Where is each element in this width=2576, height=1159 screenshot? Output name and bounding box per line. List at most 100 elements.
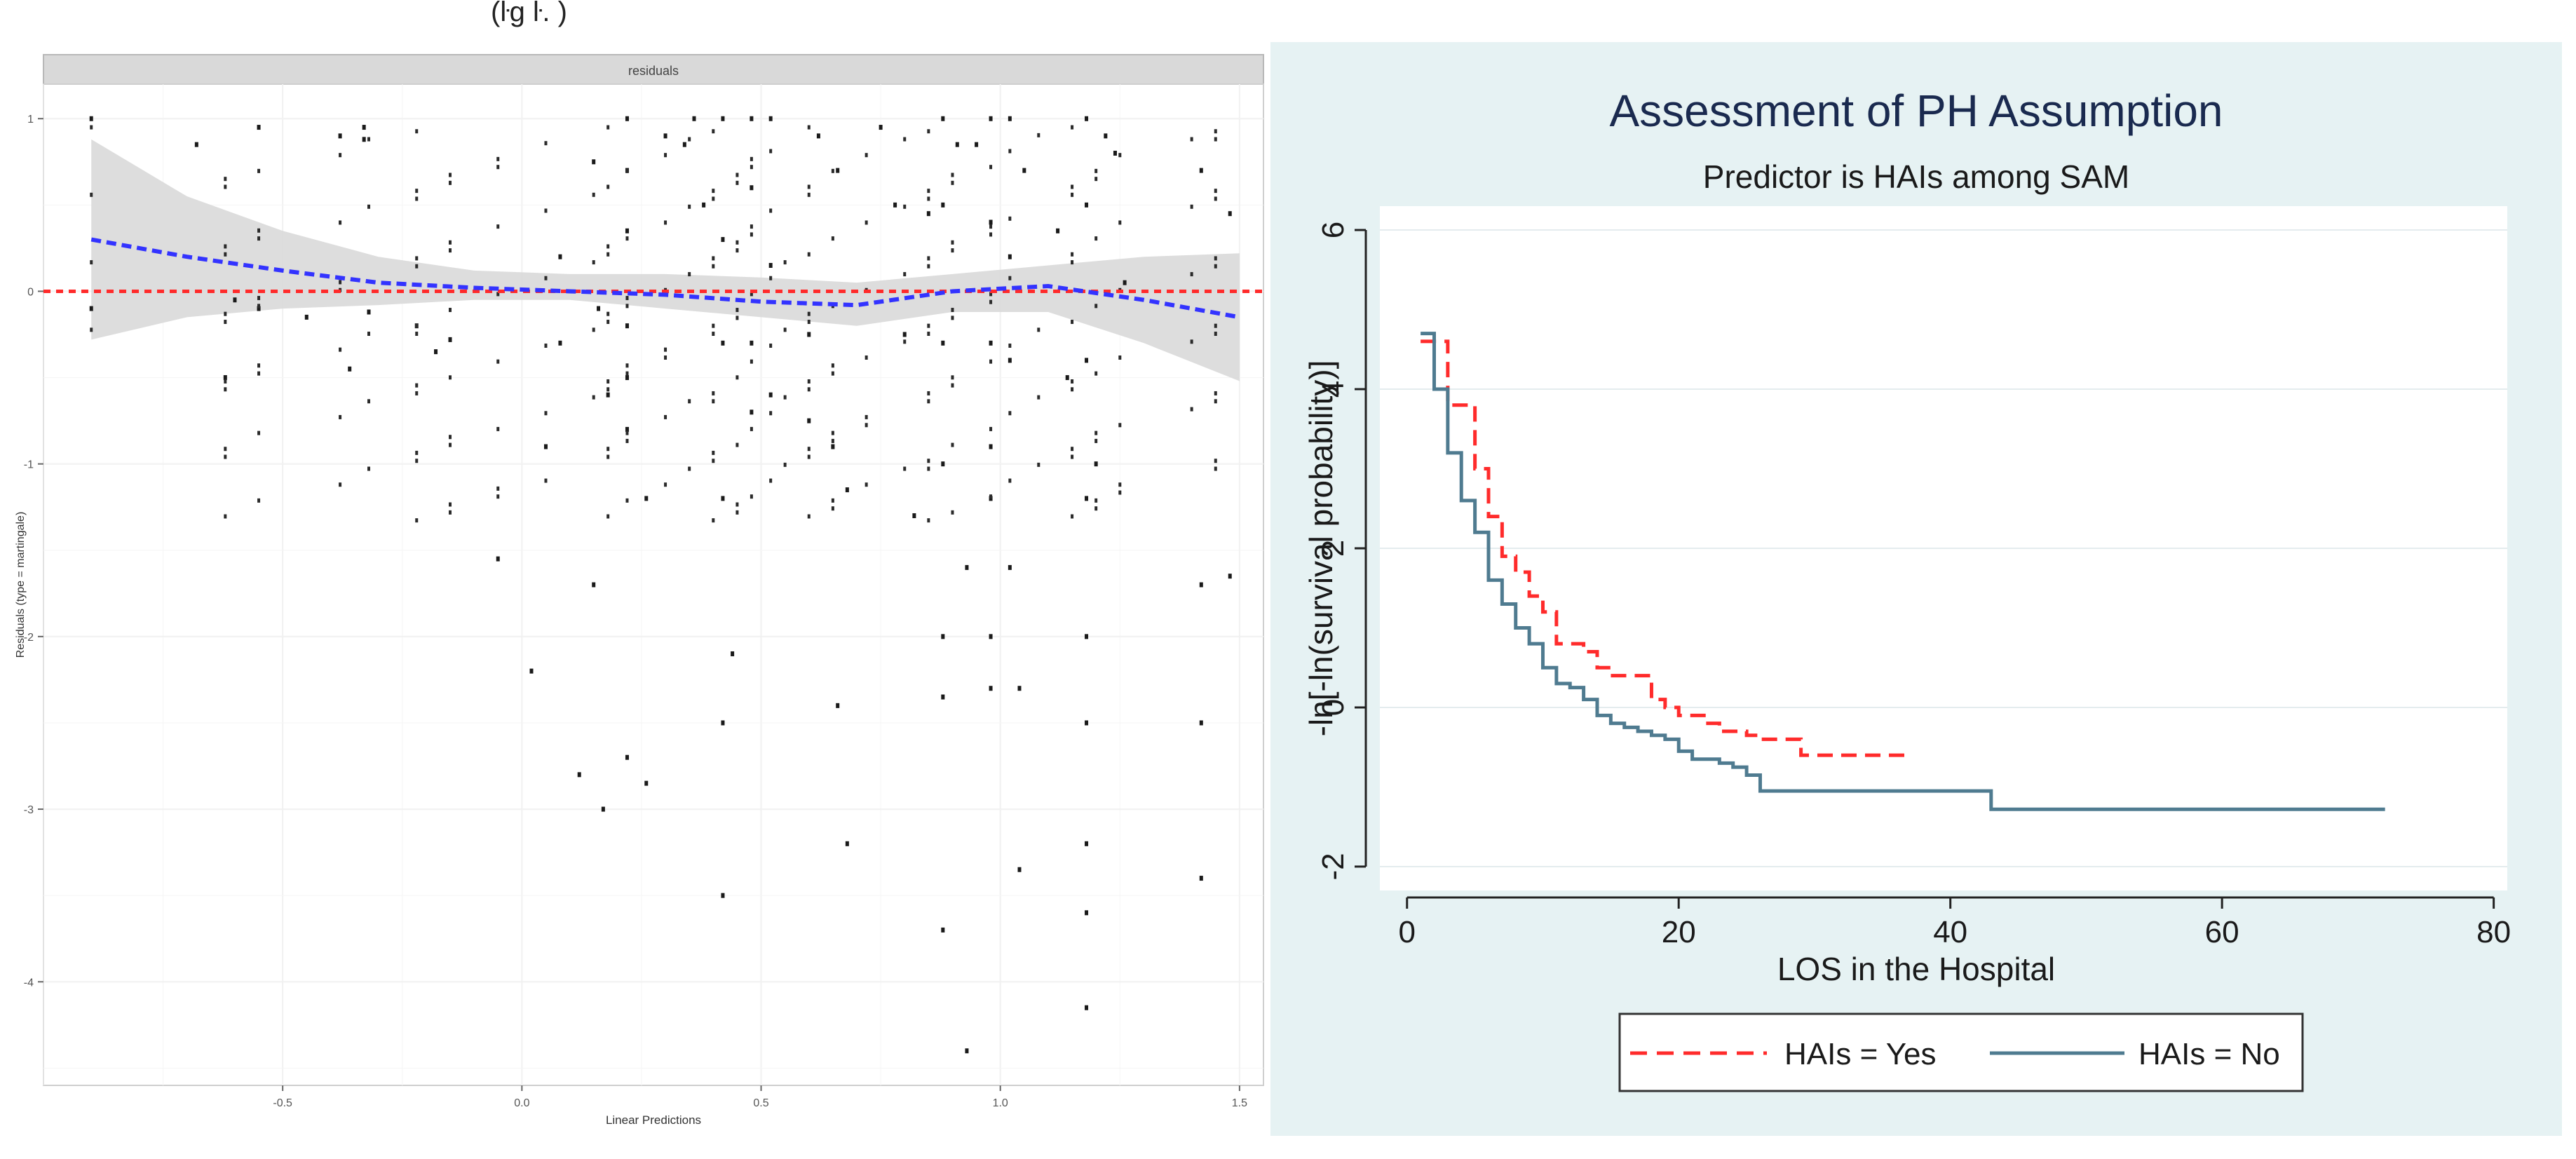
- scatter-point: [1094, 498, 1098, 503]
- scatter-point: [750, 292, 753, 297]
- scatter-point: [1017, 686, 1022, 691]
- scatter-point: [362, 125, 366, 130]
- scatter-point: [644, 780, 649, 786]
- scatter-point: [735, 375, 739, 380]
- scatter-point: [224, 177, 227, 182]
- scatter-point: [367, 332, 370, 337]
- scatter-point: [807, 184, 811, 189]
- scatter-point: [496, 494, 500, 499]
- scatter-point: [348, 366, 352, 372]
- scatter-point: [1008, 276, 1012, 280]
- scatter-point: [224, 311, 227, 316]
- scatter-point: [927, 323, 930, 328]
- scatter-point: [544, 344, 548, 348]
- scatter-point: [783, 260, 787, 265]
- scatter-point: [1071, 387, 1074, 392]
- scatter-point: [606, 244, 610, 249]
- scatter-point: [989, 686, 993, 691]
- scatter-point: [712, 332, 715, 337]
- scatter-point: [816, 133, 820, 139]
- scatter-point: [1008, 149, 1012, 154]
- scatter-point: [223, 375, 227, 381]
- scatter-point: [1085, 358, 1089, 363]
- scatter-point: [1085, 634, 1089, 639]
- scatter-point: [257, 306, 261, 311]
- scatter-point: [831, 431, 834, 435]
- scatter-point: [735, 180, 739, 185]
- scatter-point: [902, 332, 907, 337]
- scatter-point: [702, 202, 706, 208]
- scatter-point: [783, 462, 787, 467]
- scatter-point: [606, 379, 610, 384]
- scatter-point: [224, 320, 227, 325]
- right-x-axis-label: LOS in the Hospital: [1777, 951, 2055, 987]
- scatter-point: [836, 703, 840, 708]
- scatter-point: [831, 498, 834, 503]
- scatter-point: [664, 220, 667, 225]
- scatter-point: [712, 450, 715, 455]
- scatter-point: [367, 204, 370, 209]
- scatter-point: [750, 116, 754, 121]
- scatter-point: [1094, 177, 1098, 182]
- scatter-point: [769, 344, 773, 348]
- scatter-point: [1118, 153, 1122, 158]
- scatter-point: [783, 395, 787, 400]
- scatter-point: [415, 450, 419, 455]
- scatter-point: [927, 459, 930, 463]
- scatter-point: [415, 189, 419, 194]
- scatter-point: [912, 513, 916, 519]
- scatter-point: [989, 224, 993, 229]
- scatter-point: [712, 459, 715, 463]
- scatter-point: [807, 379, 811, 384]
- scatter-point: [449, 248, 452, 253]
- scatter-point: [496, 224, 500, 229]
- left-gridlines: [43, 84, 1263, 1085]
- scatter-point: [592, 159, 596, 165]
- scatter-point: [257, 168, 261, 173]
- scatter-point: [496, 359, 500, 364]
- left-header-fragment: (ŀg ŀ. ): [491, 0, 567, 27]
- scatter-point: [339, 347, 342, 352]
- scatter-point: [1071, 320, 1074, 325]
- scatter-point: [663, 133, 667, 139]
- scatter-point: [496, 292, 500, 297]
- scatter-point: [688, 272, 691, 277]
- right-ph-assumption-chart: Assessment of PH Assumption Predictor is…: [1270, 42, 2562, 1136]
- scatter-point: [989, 219, 993, 225]
- right-y-tick-label: 6: [1316, 222, 1350, 238]
- scatter-point: [664, 153, 667, 158]
- series-line-hais-yes: [1421, 339, 1910, 757]
- left-y-tick-label: -3: [24, 804, 34, 816]
- scatter-point: [1071, 184, 1074, 189]
- scatter-point: [592, 327, 595, 332]
- scatter-point: [712, 391, 715, 395]
- scatter-point: [750, 340, 754, 346]
- scatter-point: [712, 264, 715, 269]
- scatter-point: [865, 482, 868, 487]
- confidence-band: [91, 139, 1240, 381]
- scatter-point: [807, 387, 811, 392]
- scatter-point: [90, 260, 93, 265]
- scatter-point: [1094, 304, 1098, 309]
- scatter-point: [415, 264, 419, 269]
- scatter-point: [224, 252, 227, 257]
- scatter-point: [558, 254, 562, 259]
- left-y-tick-label: -2: [24, 632, 34, 644]
- scatter-point: [750, 156, 753, 161]
- left-y-tick-label: 0: [27, 286, 34, 298]
- scatter-point: [367, 309, 371, 315]
- scatter-point: [951, 442, 954, 447]
- scatter-point: [721, 116, 725, 121]
- scatter-point: [989, 116, 993, 121]
- scatter-point: [735, 502, 739, 507]
- scatter-point: [449, 375, 452, 380]
- scatter-point: [496, 556, 500, 562]
- scatter-point: [415, 196, 419, 201]
- scatter-point: [625, 168, 629, 173]
- scatter-point: [544, 411, 548, 416]
- scatter-point: [735, 442, 739, 447]
- scatter-point: [625, 754, 629, 760]
- scatter-point: [1214, 256, 1217, 261]
- scatter-point: [903, 466, 907, 471]
- scatter-point: [1008, 116, 1012, 121]
